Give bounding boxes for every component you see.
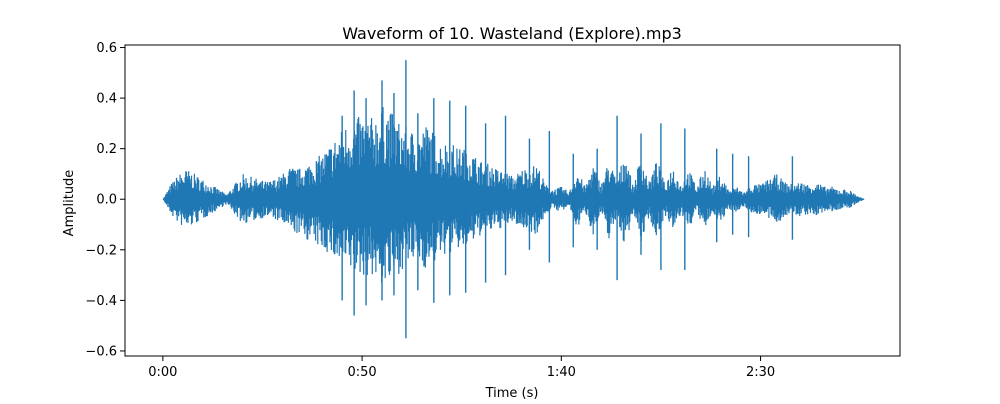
chart-title: Waveform of 10. Wasteland (Explore).mp3 (342, 24, 682, 43)
y-tick-label: 0.2 (96, 142, 117, 157)
x-tick-label: 2:30 (746, 365, 775, 380)
y-tick-label: 0.4 (96, 92, 117, 107)
plot-frame (124, 44, 901, 357)
x-tick-label: 1:40 (547, 365, 576, 380)
plot-area (162, 60, 865, 339)
y-tick-label: 0.0 (96, 193, 117, 208)
waveform-series (162, 107, 865, 282)
y-axis-label: Amplitude (62, 170, 77, 237)
y-tick-label: −0.2 (85, 243, 117, 258)
x-tick-label: 0:00 (148, 365, 177, 380)
y-tick-label: 0.6 (96, 41, 117, 56)
x-axis-label: Time (s) (485, 386, 539, 400)
x-tick-label: 0:50 (347, 365, 376, 380)
y-tick-label: −0.4 (85, 294, 117, 309)
axes: 0:00 0:50 1:40 2:30 −0.6 −0.4 −0.2 0.0 0.2 0.4 0.6 (85, 41, 901, 380)
y-tick-label: −0.6 (85, 344, 117, 359)
